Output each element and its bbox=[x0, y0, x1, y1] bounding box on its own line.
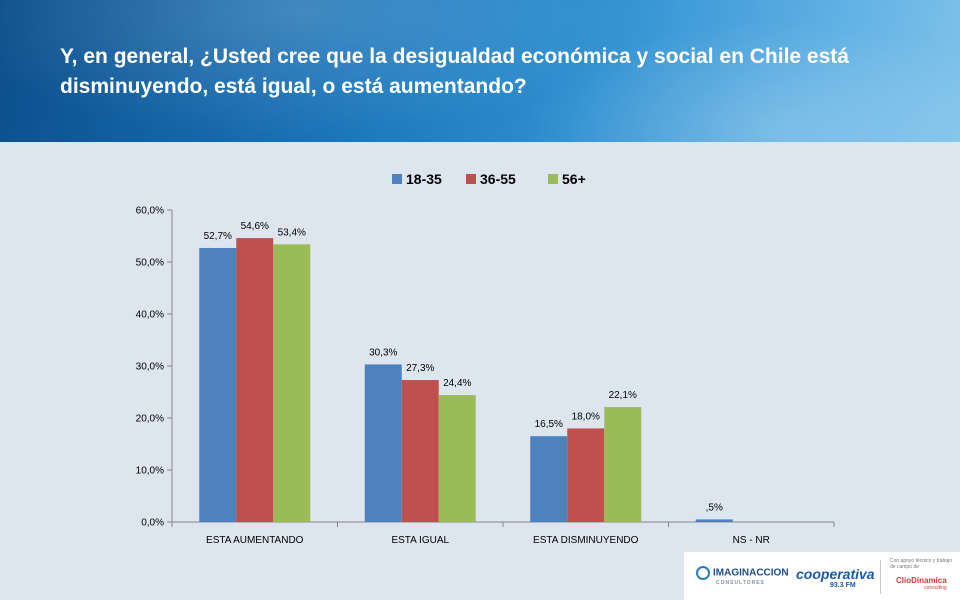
y-tick-label: 40,0% bbox=[136, 310, 164, 321]
y-tick-label: 0,0% bbox=[141, 518, 164, 529]
bar-chart: 0,0% 10,0% 20,0% 30,0% 40,0% 50,0% 60,0% ESTA A… bbox=[136, 171, 835, 546]
bar bbox=[236, 238, 274, 522]
data-label: 27,3% bbox=[406, 363, 434, 374]
header-banner: Y, en general, ¿Usted cree que la desigu… bbox=[0, 0, 960, 142]
imaginaccion-logo: IMAGINACCION CONSULTORES bbox=[696, 566, 789, 586]
legend-swatch bbox=[548, 174, 558, 184]
data-label: 18,0% bbox=[572, 411, 600, 422]
data-label: 16,5% bbox=[535, 419, 563, 430]
y-tick-label: 30,0% bbox=[136, 362, 164, 373]
data-label: 22,1% bbox=[609, 390, 637, 401]
legend-label: 18-35 bbox=[406, 171, 442, 187]
bar bbox=[567, 428, 605, 522]
imaginaccion-logo-text: IMAGINACCION bbox=[713, 567, 789, 579]
y-tick-label: 20,0% bbox=[136, 414, 164, 425]
bar bbox=[604, 407, 642, 522]
cliodinamica-logo-text: ClioDinamica bbox=[896, 576, 947, 585]
legend-swatch bbox=[466, 174, 476, 184]
cliodinamica-logo-subtext: consulting bbox=[924, 585, 947, 591]
globe-icon bbox=[696, 566, 710, 580]
y-tick-label: 10,0% bbox=[136, 466, 164, 477]
x-tick-label: ESTA DISMINUYENDO bbox=[533, 535, 639, 546]
bar bbox=[401, 380, 439, 522]
bar bbox=[530, 436, 568, 522]
y-tick-label: 60,0% bbox=[136, 206, 164, 217]
legend-label: 56+ bbox=[562, 171, 586, 187]
x-tick-label: NS - NR bbox=[733, 535, 770, 546]
clio-support-note: Con apoyo técnico y trabajo de campo de bbox=[890, 558, 952, 570]
bar bbox=[273, 244, 311, 522]
imaginaccion-logo-subtext: CONSULTORES bbox=[716, 580, 765, 586]
cooperativa-fm-text: 93.3 FM bbox=[830, 582, 856, 589]
data-label: 53,4% bbox=[278, 227, 306, 238]
data-label: 24,4% bbox=[443, 378, 471, 389]
data-label: ,5% bbox=[706, 502, 723, 513]
y-tick-label: 50,0% bbox=[136, 258, 164, 269]
bar bbox=[695, 519, 733, 522]
cooperativa-logo-text: cooperativa bbox=[796, 566, 875, 582]
legend-swatch bbox=[392, 174, 402, 184]
bar bbox=[364, 364, 402, 522]
data-label: 54,6% bbox=[241, 221, 269, 232]
x-tick-label: ESTA AUMENTANDO bbox=[206, 535, 304, 546]
sponsor-logos: IMAGINACCION CONSULTORES cooperativa 93.… bbox=[684, 552, 960, 600]
x-tick-label: ESTA IGUAL bbox=[391, 535, 449, 546]
bar bbox=[199, 247, 237, 522]
bar bbox=[438, 395, 476, 522]
chart-panel: 0,0% 10,0% 20,0% 30,0% 40,0% 50,0% 60,0% ESTA A… bbox=[0, 142, 960, 552]
legend-label: 36-55 bbox=[480, 171, 516, 187]
page-title: Y, en general, ¿Usted cree que la desigu… bbox=[60, 45, 849, 98]
cooperativa-logo: cooperativa 93.3 FM bbox=[796, 566, 875, 589]
data-label: 30,3% bbox=[369, 347, 397, 358]
logo-divider bbox=[880, 560, 881, 594]
cliodinamica-logo: ClioDinamica consulting bbox=[896, 576, 947, 591]
data-label: 52,7% bbox=[204, 231, 232, 242]
